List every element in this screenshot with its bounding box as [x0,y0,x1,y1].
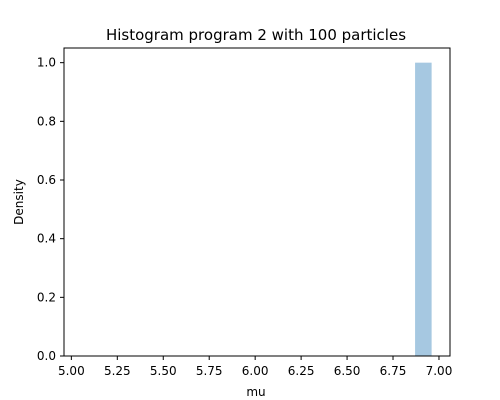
x-tick-label: 6.75 [380,364,407,378]
chart-title: Histogram program 2 with 100 particles [106,26,406,44]
x-tick-label: 6.25 [288,364,315,378]
x-axis-label: mu [246,385,265,399]
y-tick-label: 0.2 [37,290,56,304]
x-tick-label: 7.00 [426,364,453,378]
y-tick-label: 0.0 [37,349,56,363]
x-tick-label: 6.50 [334,364,361,378]
x-tick-label: 5.25 [104,364,131,378]
x-tick-label: 5.75 [196,364,223,378]
y-tick-label: 0.8 [37,114,56,128]
x-tick-label: 5.50 [150,364,177,378]
bars-layer [415,62,432,357]
histogram-bar-1 [415,62,432,357]
y-axis-label: Density [12,179,26,225]
x-tick-label: 6.00 [242,364,269,378]
x-axis-ticks: 5.00 5.25 5.50 5.75 6.00 6.25 6.50 6.75 7.00 [58,356,452,378]
plot-frame [63,47,451,357]
y-tick-label: 1.0 [37,56,56,70]
x-tick-label: 5.00 [58,364,85,378]
y-tick-label: 0.4 [37,232,56,246]
y-axis-ticks: 0.0 0.2 0.4 0.6 0.8 1.0 [37,56,64,363]
y-tick-label: 0.6 [37,173,56,187]
